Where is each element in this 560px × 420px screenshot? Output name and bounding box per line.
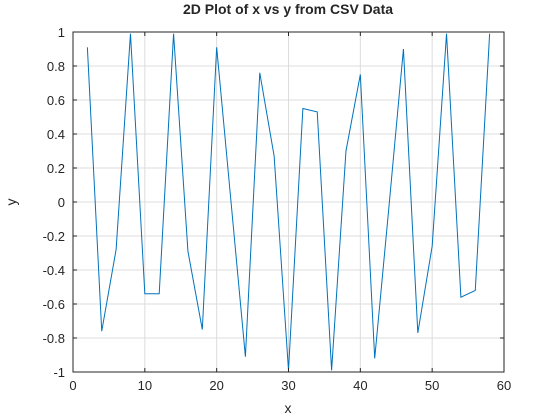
x-tick-label: 0 <box>69 378 76 393</box>
y-tick-label: 1 <box>58 25 65 40</box>
x-tick-label: 50 <box>425 378 439 393</box>
x-axis-label: x <box>285 400 292 416</box>
y-tick-labels: -1 -0.8 -0.6 -0.4 -0.2 0 0.2 0.4 0.6 0.8 1 <box>43 25 65 380</box>
y-tick-label: -1 <box>53 365 65 380</box>
y-tick-label: 0.8 <box>47 59 65 74</box>
axes <box>72 31 505 373</box>
grid <box>73 32 504 372</box>
y-tick-label: 0.2 <box>47 161 65 176</box>
y-tick-label: -0.8 <box>43 331 65 346</box>
x-tick-label: 10 <box>138 378 152 393</box>
y-tick-label: 0.6 <box>47 93 65 108</box>
y-tick-label: -0.4 <box>43 263 65 278</box>
y-tick-label: 0 <box>58 195 65 210</box>
x-tick-label: 60 <box>497 378 511 393</box>
x-tick-label: 40 <box>353 378 367 393</box>
y-tick-label: 0.4 <box>47 127 65 142</box>
y-axis-label: y <box>3 199 19 206</box>
x-tick-label: 20 <box>209 378 223 393</box>
chart-title: 2D Plot of x vs y from CSV Data <box>183 1 393 17</box>
y-tick-label: -0.6 <box>43 297 65 312</box>
y-tick-label: -0.2 <box>43 229 65 244</box>
x-tick-labels: 0 10 20 30 40 50 60 <box>69 378 511 393</box>
x-tick-label: 30 <box>281 378 295 393</box>
